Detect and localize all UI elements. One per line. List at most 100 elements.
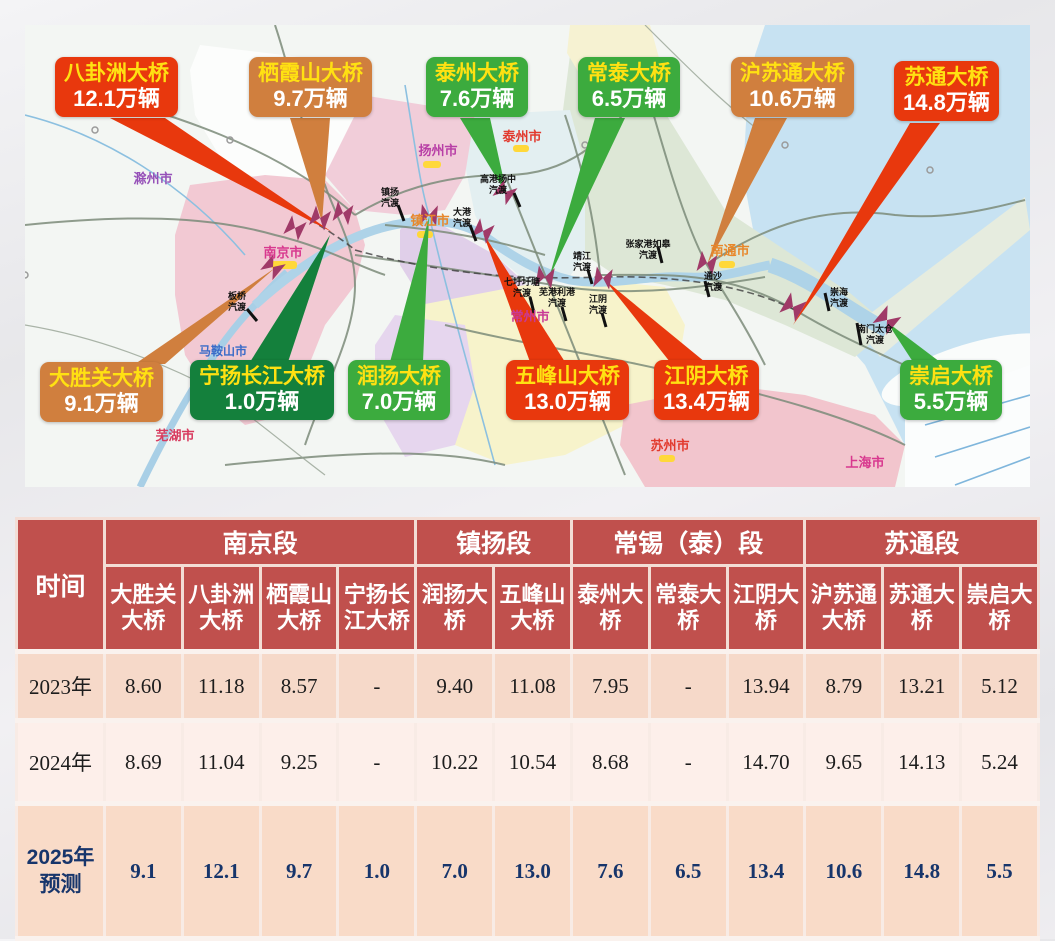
bridge-callout-taizhou: 泰州大桥 7.6万辆 bbox=[426, 57, 528, 118]
city-label: 南京市 bbox=[263, 245, 302, 260]
table-cell: 13.21 bbox=[881, 649, 963, 723]
bridge-traffic: 12.1万辆 bbox=[73, 86, 160, 112]
table-cell: 11.18 bbox=[180, 649, 262, 723]
column-header: 江阴大桥 bbox=[725, 564, 807, 653]
road bbox=[564, 114, 601, 276]
table-cell: 5.5 bbox=[959, 801, 1040, 941]
bridge-traffic: 9.7万辆 bbox=[273, 86, 348, 112]
ferry-markers bbox=[245, 192, 863, 346]
table-cell: 13.94 bbox=[725, 649, 807, 723]
qidong-peninsula bbox=[855, 197, 1030, 357]
river-line bbox=[25, 114, 246, 256]
bridge-traffic: 13.0万辆 bbox=[524, 389, 611, 415]
ferry-label: 大港 bbox=[453, 206, 472, 217]
ferry-label: 汽渡 bbox=[453, 217, 472, 228]
leader-taizhou bbox=[460, 118, 507, 195]
row-label: 2023年 bbox=[15, 649, 106, 723]
table-cell: 9.7 bbox=[258, 801, 340, 941]
bridge-callout-baguazhou: 八卦洲大桥 12.1万辆 bbox=[55, 57, 178, 118]
table-cell: 5.12 bbox=[959, 649, 1040, 723]
road bbox=[224, 452, 506, 466]
ferry-label: 崇海 bbox=[830, 286, 848, 297]
table-cell: 11.04 bbox=[180, 718, 262, 806]
ferry-label: 南门太仓 bbox=[857, 323, 894, 334]
bridge-traffic: 5.5万辆 bbox=[913, 389, 989, 415]
city-label: 上海市 bbox=[845, 455, 884, 470]
ferry-label: 汽渡 bbox=[639, 249, 658, 260]
column-header: 苏通大桥 bbox=[881, 564, 963, 653]
ferry-label: 江阴 bbox=[589, 293, 607, 304]
grand-canal-north bbox=[404, 84, 430, 216]
table-cell: 9.1 bbox=[103, 801, 184, 941]
column-header: 栖霞山大桥 bbox=[258, 564, 340, 653]
column-header: 泰州大桥 bbox=[569, 564, 651, 653]
table-cell: 8.68 bbox=[569, 718, 651, 806]
table-cell: 14.70 bbox=[725, 718, 807, 806]
ferry-label: 汽渡 bbox=[228, 301, 247, 312]
column-header: 大胜关大桥 bbox=[103, 564, 184, 653]
table-row-2025-forecast: 2025年预测 9.1 12.1 9.7 1.0 7.0 13.0 7.6 6.… bbox=[15, 801, 1040, 941]
table-cell: 10.22 bbox=[414, 718, 496, 806]
leader-dashengguan bbox=[135, 268, 275, 364]
city-label: 泰州市 bbox=[501, 129, 541, 144]
bridge-callout-dashengguan: 大胜关大桥 9.1万辆 bbox=[40, 362, 163, 423]
column-header: 润扬大桥 bbox=[414, 564, 496, 653]
table-cell: 12.1 bbox=[180, 801, 262, 941]
ferry-label: 靖江 bbox=[573, 250, 591, 261]
table-cell: 14.8 bbox=[881, 801, 963, 941]
bridge-name: 沪苏通大桥 bbox=[740, 62, 845, 85]
bridge-name: 泰州大桥 bbox=[435, 62, 519, 85]
ferry-label: 汽渡 bbox=[589, 304, 608, 315]
bridge-name: 苏通大桥 bbox=[904, 66, 989, 89]
leader-wufengshan bbox=[483, 233, 565, 362]
bridge-traffic: 7.0万辆 bbox=[361, 389, 437, 415]
bridge-callout-runyang: 润扬大桥 7.0万辆 bbox=[348, 360, 450, 421]
bridge-callout-ningyang: 宁扬长江大桥 1.0万辆 bbox=[190, 360, 334, 421]
bridge-callout-qixiashan: 栖霞山大桥 9.7万辆 bbox=[249, 57, 372, 118]
ferry-label: 通沙 bbox=[704, 270, 722, 281]
table-cell: 6.5 bbox=[647, 801, 729, 941]
time-header: 时间 bbox=[15, 517, 106, 653]
bridge-callout-wufengshan: 五峰山大桥 13.0万辆 bbox=[506, 360, 629, 421]
table-cell: - bbox=[336, 649, 418, 723]
bridge-name: 崇启大桥 bbox=[909, 365, 993, 388]
ferry-label: 汽渡 bbox=[381, 197, 400, 208]
table-cell: 8.57 bbox=[258, 649, 340, 723]
ferry-label: 汽渡 bbox=[704, 281, 723, 292]
row-label: 2025年预测 bbox=[15, 801, 106, 941]
table-cell: 1.0 bbox=[336, 801, 418, 941]
leader-baguazhou bbox=[110, 118, 332, 232]
ferry-label: 镇扬 bbox=[381, 186, 399, 197]
leader-qixiashan bbox=[290, 118, 330, 222]
bridge-name: 润扬大桥 bbox=[357, 365, 441, 388]
ferry-label: 张家港如皋 bbox=[625, 238, 671, 249]
shanghai-road bbox=[934, 426, 1030, 458]
bridge-traffic: 13.4万辆 bbox=[663, 389, 750, 415]
traffic-table-container: 时间 南京段 镇扬段 常锡（泰）段 苏通段 大胜关大桥 八卦洲大桥 栖霞山大桥 … bbox=[15, 517, 1040, 941]
group-header-zhenyang: 镇扬段 bbox=[414, 517, 573, 567]
column-header: 常泰大桥 bbox=[647, 564, 729, 653]
bridge-traffic: 14.8万辆 bbox=[903, 90, 990, 116]
shanghai-road bbox=[954, 456, 1030, 486]
leader-changtai bbox=[549, 118, 625, 278]
group-header-nanjing: 南京段 bbox=[102, 517, 418, 567]
road bbox=[644, 25, 766, 136]
row-label: 2024年 bbox=[15, 718, 106, 806]
table-cell: 7.6 bbox=[569, 801, 651, 941]
city-label: 南通市 bbox=[710, 243, 749, 258]
ferry-labels: 镇扬 汽渡 大港 汽渡 高港扬中 汽渡 板桥 汽渡 七圩圩塘 汽渡 芜港利港 汽… bbox=[228, 173, 894, 345]
table-cell: 5.24 bbox=[959, 718, 1040, 806]
table-cell: 8.79 bbox=[803, 649, 885, 723]
table-cell: 13.4 bbox=[725, 801, 807, 941]
leader-ningyang bbox=[250, 235, 330, 362]
column-header: 沪苏通大桥 bbox=[803, 564, 885, 653]
bridge-traffic: 7.6万辆 bbox=[439, 86, 515, 112]
road bbox=[25, 217, 386, 276]
table-cell: 13.0 bbox=[492, 801, 573, 941]
leader-chongqi bbox=[887, 322, 940, 362]
table-cell: 10.54 bbox=[492, 718, 573, 806]
bridge-name: 五峰山大桥 bbox=[515, 365, 620, 388]
table-cell: 9.25 bbox=[258, 718, 340, 806]
city-label: 镇江市 bbox=[410, 213, 449, 228]
